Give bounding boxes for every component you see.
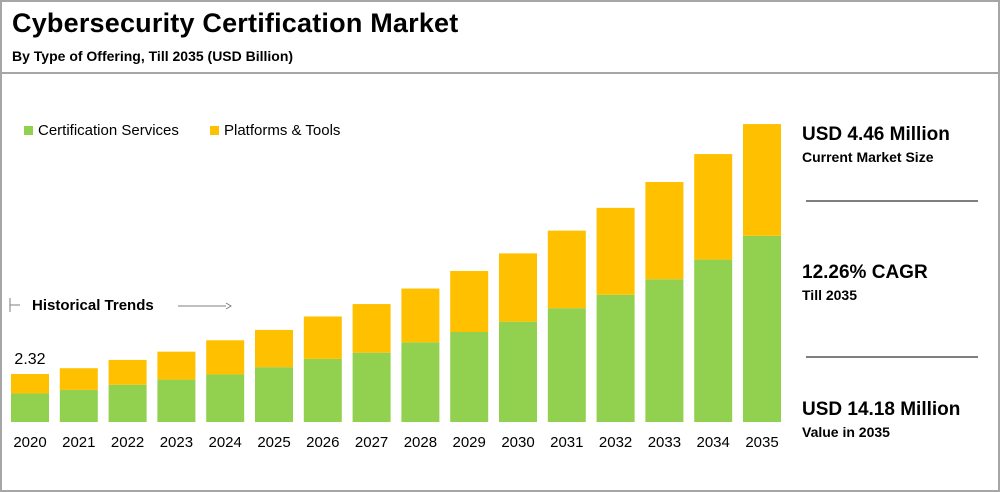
historical-arrow-head [225, 302, 232, 310]
x-tick-label-2033: 2033 [648, 434, 681, 451]
bar-2032-certification-services [596, 294, 635, 422]
historical-trends-label: Historical Trends [32, 297, 154, 314]
bar-2030-platforms-tools [499, 253, 537, 322]
bar-2034-certification-services [694, 259, 733, 422]
x-tick-label-2022: 2022 [111, 434, 144, 451]
bar-2022-platforms-tools [108, 359, 147, 385]
x-tick-label-2032: 2032 [599, 434, 632, 451]
stat-2035-value: USD 14.18 Million [802, 399, 961, 420]
bar-2029-certification-services [450, 332, 489, 422]
x-axis-labels: 2020 2021 2022 2023 2024 2025 2026 2027 2028 2029… [13, 434, 778, 451]
x-tick-label-2024: 2024 [209, 434, 242, 451]
bar-2023-platforms-tools [157, 351, 196, 380]
stat-divider-2 [806, 356, 978, 358]
bars [11, 124, 781, 422]
legend-swatch-platforms-tools [210, 126, 219, 135]
x-tick-label-2031: 2031 [550, 434, 583, 451]
stat-2035-label: Value in 2035 [802, 424, 890, 440]
header: Cybersecurity Certification Market By Ty… [2, 2, 998, 74]
bar-2031-platforms-tools [547, 230, 586, 309]
bar-2028-certification-services [401, 342, 440, 422]
stat-cagr: 12.26% CAGR Till 2035 [802, 262, 928, 303]
x-tick-label-2030: 2030 [501, 434, 534, 451]
x-tick-label-2029: 2029 [453, 434, 486, 451]
legend-label-platforms-tools: Platforms & Tools [224, 122, 340, 139]
bar-2027-platforms-tools [352, 304, 391, 353]
page-title: Cybersecurity Certification Market [12, 8, 459, 38]
x-tick-label-2023: 2023 [160, 434, 193, 451]
x-tick-label-2020: 2020 [13, 434, 46, 451]
bar-2031-certification-services [547, 308, 586, 422]
bar-2020-platforms-tools [11, 374, 49, 394]
legend: Certification Services Platforms & Tools [24, 122, 340, 139]
bar-2034-platforms-tools [694, 154, 733, 260]
bar-2021-certification-services [59, 389, 98, 422]
bar-2020-certification-services [11, 393, 49, 422]
bar-2033-platforms-tools [645, 182, 684, 280]
bar-2026-certification-services [303, 358, 342, 422]
legend-swatch-certification-services [24, 126, 33, 135]
page-subtitle: By Type of Offering, Till 2035 (USD Bill… [12, 48, 294, 64]
x-tick-label-2034: 2034 [697, 434, 730, 451]
x-tick-label-2026: 2026 [306, 434, 339, 451]
bar-2021-platforms-tools [59, 368, 98, 390]
stacked-bar-chart: Certification Services Platforms & Tools… [9, 122, 781, 451]
x-tick-label-2027: 2027 [355, 434, 388, 451]
bar-2025-certification-services [255, 367, 293, 422]
bar-2035-platforms-tools [743, 124, 781, 236]
stat-divider-1 [806, 200, 978, 202]
bar-2023-certification-services [157, 379, 196, 422]
bar-2028-platforms-tools [401, 288, 440, 343]
bar-2035-certification-services [743, 235, 781, 422]
bar-2026-platforms-tools [303, 316, 342, 359]
bar-2033-certification-services [645, 279, 684, 422]
x-tick-label-2021: 2021 [62, 434, 95, 451]
legend-label-certification-services: Certification Services [38, 122, 179, 139]
stat-cagr-label: Till 2035 [802, 287, 858, 303]
bar-2030-certification-services [499, 321, 537, 422]
stat-current-market-size: USD 4.46 Million Current Market Size [802, 124, 950, 165]
bar-2032-platforms-tools [596, 207, 635, 295]
stat-cagr-value: 12.26% CAGR [802, 262, 928, 283]
stat-value-2035: USD 14.18 Million Value in 2035 [802, 399, 960, 440]
first-bar-value-label: 2.32 [14, 351, 45, 368]
bar-2027-certification-services [352, 352, 391, 422]
historical-trends-annotation: Historical Trends [9, 297, 232, 314]
bar-2029-platforms-tools [450, 270, 489, 332]
bar-2024-certification-services [206, 374, 245, 422]
stat-current-value: USD 4.46 Million [802, 124, 950, 145]
x-tick-label-2035: 2035 [745, 434, 778, 451]
bar-2024-platforms-tools [206, 340, 245, 375]
x-tick-label-2025: 2025 [257, 434, 290, 451]
x-tick-label-2028: 2028 [404, 434, 437, 451]
bar-2022-certification-services [108, 384, 147, 422]
bar-2025-platforms-tools [255, 329, 293, 368]
stat-current-label: Current Market Size [802, 149, 934, 165]
